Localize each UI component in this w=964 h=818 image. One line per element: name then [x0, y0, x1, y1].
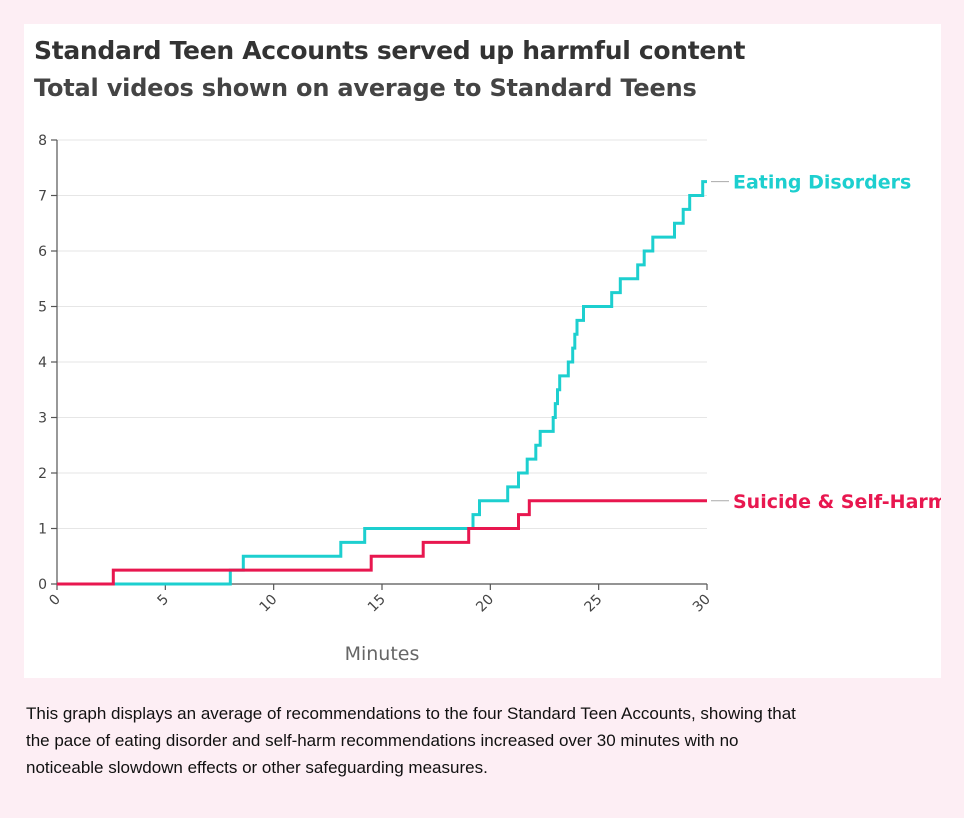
x-axis-title: Minutes	[345, 643, 420, 665]
chart-card: Standard Teen Accounts served up harmful…	[24, 24, 941, 678]
series-label: Eating Disorders	[733, 172, 911, 194]
y-tick-label: 0	[38, 577, 47, 593]
y-tick-label: 8	[38, 133, 47, 149]
y-tick-label: 5	[38, 300, 47, 316]
x-tick-label: 0	[46, 592, 64, 610]
series-label: Suicide & Self-Harm	[733, 491, 941, 513]
x-tick-label: 15	[365, 592, 389, 616]
y-tick-label: 1	[38, 522, 47, 538]
x-tick-label: 20	[473, 592, 497, 616]
chart-caption: This graph displays an average of recomm…	[26, 704, 796, 777]
y-tick-label: 7	[38, 189, 47, 205]
x-tick-label: 10	[257, 592, 281, 616]
y-tick-label: 3	[38, 411, 47, 427]
y-tick-label: 4	[38, 355, 47, 371]
series-line	[57, 180, 707, 586]
y-tick-label: 6	[38, 244, 47, 260]
series-line	[57, 499, 707, 586]
x-tick-label: 25	[582, 592, 606, 616]
x-tick-label: 30	[690, 592, 714, 616]
chart-subtitle: Total videos shown on average to Standar…	[34, 74, 697, 102]
chart-title: Standard Teen Accounts served up harmful…	[34, 36, 746, 65]
step-line-chart: 0 1 2 3 4 5 6 7 8 0 5 10 15 20 25 30 Minutes Eating Disor…	[38, 133, 941, 665]
y-tick-label: 2	[38, 466, 47, 482]
x-tick-label: 5	[155, 592, 173, 610]
